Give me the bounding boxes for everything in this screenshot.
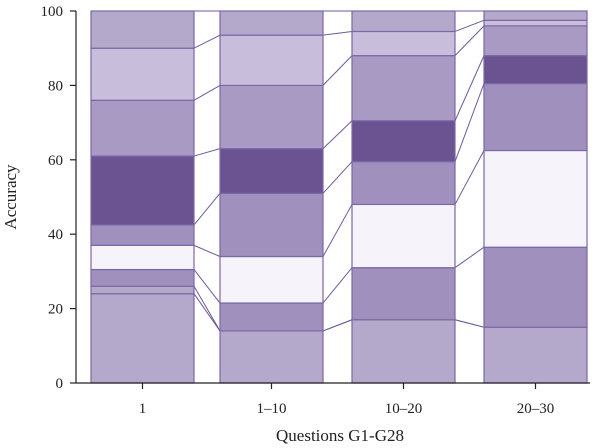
bar-segment: [219, 10, 324, 36]
bar-segment: [90, 10, 195, 49]
x-tick-label: 10–20: [385, 401, 423, 417]
bar-segment: [351, 319, 456, 384]
connector-line: [322, 267, 353, 304]
connector-line: [454, 19, 485, 32]
connector-line: [322, 120, 353, 150]
x-tick-label: 20–30: [517, 401, 555, 417]
connector-line: [322, 161, 353, 194]
bar-segment: [90, 285, 195, 295]
y-tick-label: 20: [48, 302, 63, 318]
y-axis-title: Accuracy: [1, 164, 20, 230]
bar-segment: [90, 293, 195, 384]
y-tick-label: 80: [48, 78, 63, 94]
y-ticks: 0 20 40 60 80 100: [41, 4, 76, 392]
bar-segment: [219, 148, 324, 194]
connector-line: [322, 30, 353, 36]
connector-line: [454, 83, 485, 162]
bar-segment: [219, 34, 324, 87]
bar-segment: [351, 267, 456, 321]
bar-segment: [90, 155, 195, 226]
bar-segment: [351, 30, 456, 57]
x-ticks: 1 1–10 10–20 20–30: [139, 383, 555, 417]
connector-line: [454, 55, 485, 121]
connector-line: [454, 150, 485, 205]
connector-line: [193, 34, 221, 49]
connector-line: [193, 286, 221, 332]
x-axis-title: Questions G1-G28: [276, 426, 404, 445]
connector-line: [193, 269, 221, 304]
bar-segment: [90, 47, 195, 101]
bar-segment: [483, 10, 588, 21]
bar-segment: [483, 55, 588, 85]
y-tick-label: 60: [48, 153, 63, 169]
y-tick-label: 40: [48, 227, 63, 243]
connector-line: [322, 55, 353, 86]
bar-segment: [219, 84, 324, 150]
bar-segment: [483, 326, 588, 384]
x-tick-label: 1: [139, 401, 147, 417]
bars: [90, 10, 588, 384]
bar-segment: [483, 19, 588, 27]
bar-segment: [219, 255, 324, 304]
connector-line: [193, 192, 221, 226]
bar-segment: [351, 203, 456, 269]
connector-line: [454, 25, 485, 56]
bar-segment: [351, 10, 456, 33]
bar-segment: [483, 82, 588, 152]
bar-segment: [483, 149, 588, 248]
bar-segment: [90, 268, 195, 287]
bar-segment: [351, 161, 456, 206]
y-tick-label: 0: [56, 376, 64, 392]
connector-line: [193, 293, 221, 332]
connector-lines: [193, 10, 485, 384]
connector-line: [454, 246, 485, 269]
bar-segment: [483, 246, 588, 328]
connector-line: [322, 319, 353, 332]
bar-segment: [351, 120, 456, 163]
y-tick-label: 100: [41, 4, 64, 20]
connector-line: [193, 84, 221, 101]
bar-segment: [351, 55, 456, 122]
connector-line: [193, 244, 221, 257]
axes: [75, 11, 590, 384]
bar-segment: [219, 302, 324, 332]
bar-segment: [90, 224, 195, 246]
bar-segment: [219, 330, 324, 384]
connector-line: [193, 148, 221, 157]
bar-segment: [483, 25, 588, 57]
x-tick-label: 1–10: [257, 401, 287, 417]
connector-line: [454, 319, 485, 328]
bar-segment: [90, 244, 195, 271]
bar-segment: [219, 192, 324, 258]
connector-line: [322, 204, 353, 257]
bar-segment: [90, 99, 195, 157]
